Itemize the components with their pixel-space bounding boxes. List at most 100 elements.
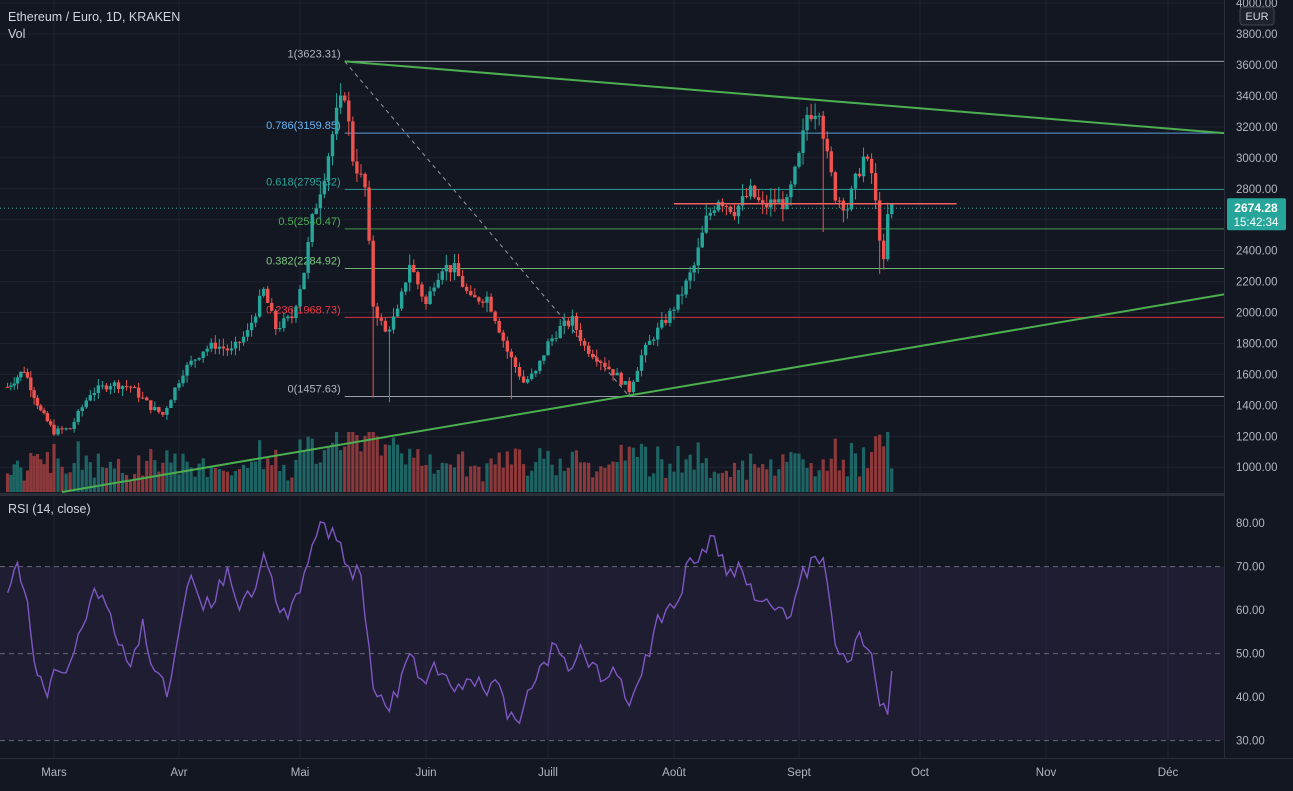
volume-bar — [217, 468, 221, 492]
volume-bar — [878, 434, 882, 492]
candle-body — [538, 360, 542, 371]
candle-body — [29, 377, 33, 391]
fib-trend-line[interactable] — [344, 61, 630, 397]
volume-bar — [833, 438, 837, 492]
candle-body — [56, 428, 60, 435]
candle-body — [9, 385, 13, 387]
candle-body — [48, 421, 53, 425]
candle-body — [72, 422, 76, 429]
volume-bar — [882, 446, 886, 492]
candle-body — [493, 311, 497, 321]
volume-bar — [92, 477, 96, 492]
volume-bar — [599, 466, 603, 492]
candle-body — [310, 214, 314, 243]
candle-body — [253, 316, 258, 323]
volume-bar — [757, 467, 761, 492]
candle-body — [692, 265, 696, 273]
trendline-lower[interactable] — [61, 293, 1225, 493]
volume-bar — [298, 439, 302, 492]
candle-body — [371, 240, 375, 307]
volume-bar — [428, 454, 432, 492]
volume-bar — [330, 442, 335, 492]
volume-bar — [412, 457, 416, 492]
volume-bar — [116, 458, 121, 492]
volume-bar — [849, 442, 854, 492]
candle-body — [165, 408, 169, 415]
candle-body — [672, 309, 676, 311]
volume-bar — [49, 472, 53, 492]
candle-body — [363, 173, 367, 188]
volume-bar — [562, 470, 566, 492]
volume-bar — [481, 481, 485, 492]
rsi-tick-label: 50.00 — [1236, 649, 1265, 661]
candle-body — [112, 382, 117, 387]
price-tick-label: 4000.00 — [1236, 0, 1278, 10]
candle-body — [740, 196, 745, 206]
candle-body — [379, 318, 383, 321]
volume-bar — [306, 436, 310, 492]
candle-body — [245, 330, 250, 337]
candle-body — [209, 342, 213, 349]
rsi-pane — [0, 521, 1224, 742]
candle-body — [607, 366, 611, 370]
volume-bar — [829, 458, 833, 492]
volume-bar — [278, 471, 282, 492]
candle-body — [825, 138, 829, 152]
volume-bar — [817, 470, 821, 492]
volume-bar — [526, 475, 530, 492]
time-tick-label: Sept — [787, 767, 811, 779]
volume-bar — [501, 467, 505, 492]
candle-body — [424, 296, 428, 305]
pane-divider[interactable] — [0, 493, 1293, 496]
candle-body — [80, 407, 84, 412]
volume-bar — [672, 471, 676, 492]
volume-bar — [664, 477, 668, 492]
volume-bar — [639, 443, 644, 492]
candle-body — [120, 386, 125, 390]
candle-body — [213, 342, 217, 349]
candle-body — [789, 184, 793, 198]
time-axis[interactable]: Mars Avr Mai Juin Juill Août Sept Oct Nov Déc — [0, 758, 1293, 780]
candle-body — [367, 187, 371, 241]
candle-body — [452, 263, 457, 273]
volume-bar — [213, 467, 217, 492]
currency-badge[interactable] — [1239, 6, 1275, 26]
candle-body — [60, 428, 64, 430]
volume-bar — [185, 461, 189, 492]
candle-body — [700, 232, 704, 248]
volume-bar — [347, 432, 351, 492]
candle-body — [432, 287, 436, 292]
volume-bar — [351, 432, 355, 492]
volume-bar — [676, 446, 680, 492]
candle-body — [96, 385, 101, 393]
candle-body — [566, 320, 571, 326]
volume-bar — [522, 464, 526, 492]
candle-body — [12, 383, 16, 386]
volume-bar — [489, 458, 493, 492]
volume-bar — [558, 458, 562, 492]
volume-bar — [591, 477, 595, 492]
candle-body — [837, 200, 842, 202]
volume-bar — [5, 473, 10, 492]
candle-body — [15, 377, 20, 384]
candle-body — [294, 306, 298, 319]
volume-bar — [339, 450, 343, 492]
candle-body — [145, 397, 149, 401]
volume-bar — [797, 453, 801, 492]
volume-bar — [56, 458, 60, 492]
last-price-tag — [1227, 198, 1286, 231]
candle-body — [290, 316, 294, 319]
volume-bar — [497, 452, 501, 492]
candle-body — [651, 339, 656, 341]
price-scale[interactable]: 1000.00 1200.00 1400.00 1600.00 1800.00 2000.… — [1224, 0, 1293, 786]
candle-body — [262, 288, 266, 296]
trendline-upper[interactable] — [344, 60, 1225, 135]
volume-bar — [874, 436, 878, 492]
volume-bar — [785, 461, 789, 492]
volume-bar — [52, 444, 56, 492]
candle-body — [387, 329, 392, 332]
volume-bar — [250, 461, 254, 492]
volume-bar — [469, 466, 473, 492]
candle-body — [391, 316, 396, 330]
